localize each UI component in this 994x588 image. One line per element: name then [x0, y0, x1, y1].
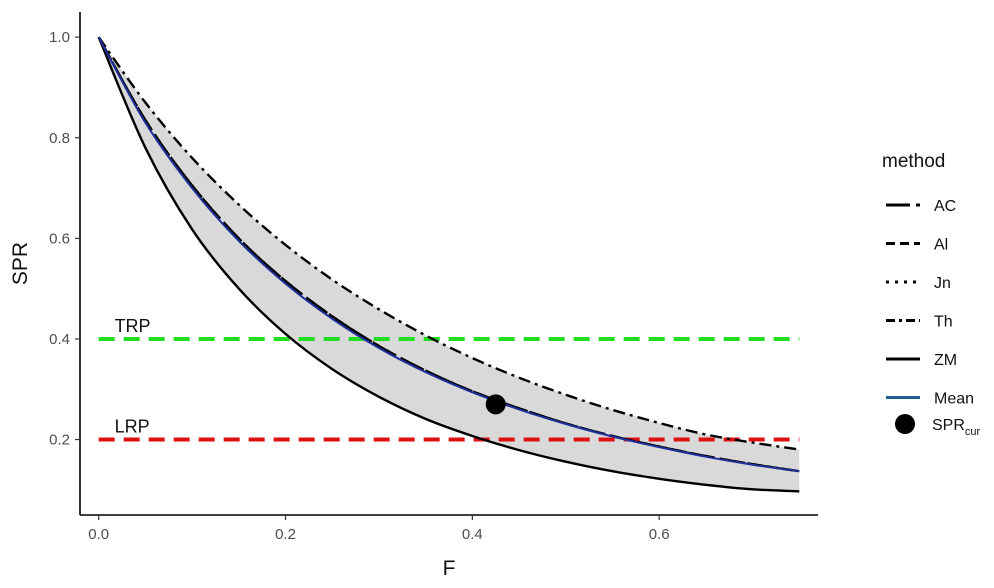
- legend-label-spr-main: SPR: [932, 417, 965, 434]
- spr-current-point: [485, 394, 506, 415]
- current-point-layer: [485, 394, 506, 415]
- axes: 0.2 0.4 0.6 0.8 1.0 0.0 0.2 0.4 0.6 F SPR: [9, 12, 818, 580]
- x-tick-label: 0.0: [88, 526, 109, 543]
- series-lines: [97, 36, 800, 493]
- legend-label-mean: Mean: [934, 391, 974, 408]
- reference-label-trp: TRP: [115, 316, 151, 336]
- legend-label-jn: Jn: [934, 275, 951, 292]
- legend-label-spr-subscript: cur: [965, 426, 981, 438]
- legend-label-zm: ZM: [934, 352, 957, 369]
- series-line-zm: [97, 36, 800, 493]
- series-line-th: [97, 36, 800, 451]
- legend-title: method: [882, 151, 945, 172]
- series-line-mean: [97, 36, 800, 473]
- reference-lines: TRP LRP: [98, 316, 800, 442]
- legend: method AC Al Jn Th ZM Mean SPRcur: [882, 151, 981, 438]
- y-tick-label: 0.4: [49, 331, 70, 348]
- y-tick-label: 0.8: [49, 130, 70, 147]
- reference-label-lrp: LRP: [115, 417, 150, 437]
- legend-label-ac: AC: [934, 198, 956, 215]
- uncertainty-ribbon: [98, 37, 800, 492]
- y-tick-label: 0.2: [49, 432, 70, 449]
- y-tick-label: 1.0: [49, 29, 70, 46]
- legend-label-spr-current: SPRcur: [932, 417, 981, 438]
- legend-label-th: Th: [934, 314, 953, 331]
- x-tick-label: 0.6: [649, 526, 670, 543]
- y-axis-title: SPR: [9, 242, 32, 285]
- x-tick-label: 0.2: [275, 526, 296, 543]
- y-tick-label: 0.6: [49, 230, 70, 247]
- legend-key-spr-current: [895, 414, 915, 434]
- x-axis-title: F: [443, 557, 456, 580]
- legend-label-al: Al: [934, 237, 948, 254]
- x-tick-label: 0.4: [462, 526, 483, 543]
